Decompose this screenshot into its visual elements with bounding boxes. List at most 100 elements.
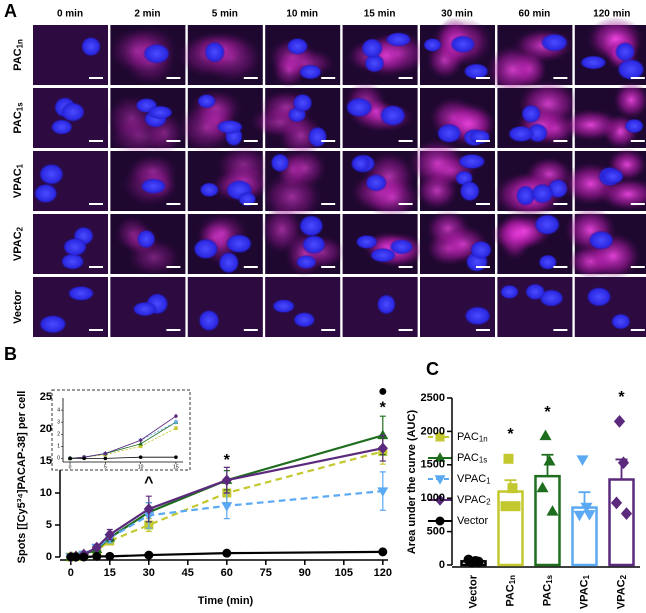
nucleus [237,191,257,207]
nucleus [459,180,481,202]
row-label: PAC1n [12,39,25,71]
nucleus [361,38,384,59]
signal [486,44,539,95]
nucleus [464,306,492,326]
marker [546,505,559,516]
micrograph [342,151,420,219]
marker [104,528,115,541]
y-tick-label: 25 [40,391,52,403]
micrograph [407,138,495,211]
micrograph [110,151,186,211]
nucleus [530,183,554,204]
signal [415,171,459,210]
nucleus [218,251,240,274]
annotation: ^ [144,475,153,492]
micrograph [33,88,108,148]
marker [138,441,144,446]
y-axis-label: Area under the curve (AUC) [406,410,418,555]
marker [144,550,154,560]
x-tick-label: 75 [260,567,272,579]
nucleus [521,104,542,124]
column-header: 30 min [441,9,473,20]
nucleus [614,41,636,62]
nucleus [142,43,171,64]
annotation: * [544,404,551,421]
marker [620,507,633,520]
marker [68,456,72,461]
panel-label: B [4,344,17,364]
y-tick-label: 0 [439,559,445,571]
image-background [187,277,263,337]
micrograph [560,81,646,150]
legend-label: PAC1s [457,452,487,465]
signal [177,102,236,153]
marker [573,510,586,522]
micrograph [497,80,579,148]
marker [377,487,389,497]
nucleus [140,178,167,195]
micrograph [110,277,186,337]
marker [613,414,626,428]
column-header: 60 min [519,9,551,20]
marker [473,556,484,567]
nucleus [500,284,519,300]
nucleus [298,214,324,237]
marker [463,554,474,565]
x-tick-label: 60 [221,567,233,579]
x-axis-label: Time (min) [198,595,254,607]
nucleus [624,118,645,134]
marker [617,456,630,470]
column-header: 0 min [57,9,83,20]
signal [284,148,327,188]
x-tick-label: 105 [335,567,353,579]
legend-label: VPAC1 [457,473,491,486]
micrograph [493,151,573,218]
inset-y-tick-label: 0 [57,456,60,462]
bar [571,506,598,567]
marker [143,503,154,515]
marker [507,483,518,494]
y-tick-label: 20 [40,423,52,435]
nucleus [60,102,86,122]
micrograph [110,214,186,277]
y-tick-label: 2500 [421,392,445,404]
nucleus [588,230,615,250]
marker [221,502,233,512]
marker [435,516,445,526]
nucleus [525,283,546,301]
nucleus [586,286,612,307]
nucleus [539,289,564,307]
nucleus [534,213,561,236]
micrograph [177,25,263,85]
inset-x-tick-label: 10 [138,464,144,470]
micrograph [106,88,186,158]
x-tick-label: PAC1n [504,575,517,607]
nucleus [364,53,385,73]
micrograph [187,277,263,337]
row-label: VPAC1 [12,163,25,198]
micrograph [420,277,495,337]
x-tick-label: PAC1s [541,574,554,606]
nucleus [204,41,226,63]
annotation: * [618,389,625,406]
marker [173,413,179,419]
x-tick-label: Vector [467,574,479,608]
nucleus [369,247,397,263]
y-axis-label: Spots [[Cy5³⁴]PACAP-38] per cell [16,391,28,564]
marker [138,437,143,443]
micrograph [265,277,341,337]
legend-label: Vector [457,515,489,527]
micrograph [265,25,341,89]
marker [82,456,86,461]
y-tick-label: 1500 [421,459,445,471]
nucleus [292,93,313,113]
y-tick-label: 5 [46,519,52,531]
nucleus [80,36,102,57]
row-label: VPAC2 [12,226,25,261]
nucleus [295,254,317,270]
column-header: 5 min [212,9,238,20]
marker [174,455,178,459]
micrograph [342,81,418,148]
micrograph [497,277,573,337]
